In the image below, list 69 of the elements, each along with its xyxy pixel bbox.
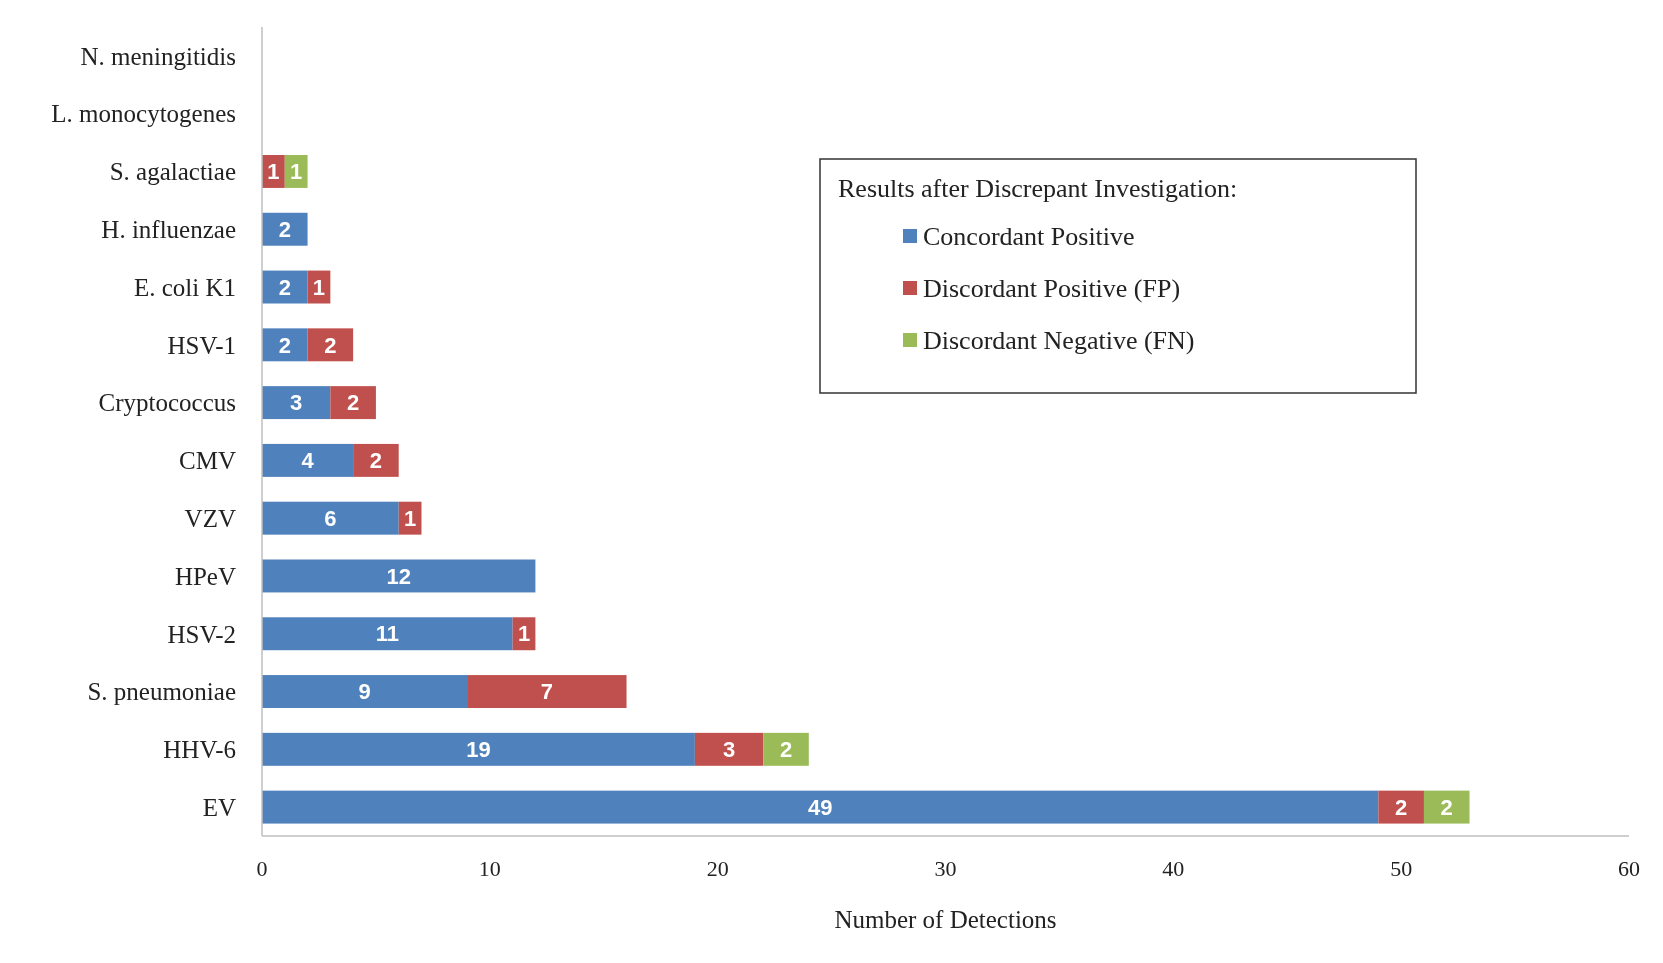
data-label: 4	[301, 448, 315, 474]
y-tick-label: L. monocytogenes	[51, 100, 236, 128]
data-label: 12	[386, 563, 411, 589]
bar	[467, 675, 627, 708]
x-tick-label: 30	[934, 856, 957, 881]
bar	[1423, 790, 1470, 824]
data-label: 1	[267, 159, 280, 185]
y-tick-label: HSV-1	[167, 331, 236, 359]
bar	[307, 328, 354, 362]
bar	[262, 790, 1379, 824]
bar	[262, 559, 536, 593]
bar	[1378, 790, 1424, 824]
data-label: 7	[540, 679, 553, 705]
data-label: 6	[324, 505, 337, 531]
data-label: 2	[278, 274, 291, 300]
data-label: 3	[722, 737, 736, 763]
y-tick-label: S. agalactiae	[109, 158, 236, 186]
y-tick-label: VZV	[184, 504, 236, 532]
bar	[262, 386, 331, 420]
bar	[763, 732, 809, 766]
x-axis-title: Number of Detections	[834, 906, 1057, 933]
data-label: 11	[375, 621, 399, 647]
legend-label: Discordant Positive (FP)	[923, 274, 1181, 304]
bar	[262, 501, 399, 535]
data-label: 2	[278, 332, 291, 358]
data-label: 1	[403, 505, 417, 531]
data-label: 1	[290, 159, 303, 185]
data-label: 1	[517, 621, 531, 647]
legend-label: Concordant Positive	[923, 222, 1135, 252]
data-label: 1	[312, 274, 326, 300]
x-tick-label: 10	[478, 856, 501, 881]
data-label: 2	[278, 216, 291, 242]
y-tick-label: CMV	[179, 447, 236, 475]
x-tick-label: 20	[706, 856, 729, 881]
bar	[262, 270, 308, 304]
x-tick-label: 0	[256, 856, 268, 881]
bar	[262, 732, 695, 766]
y-tick-label: HHV-6	[163, 736, 236, 764]
y-tick-label: S. pneumoniae	[87, 678, 236, 706]
y-tick-label: HPeV	[174, 562, 236, 590]
y-tick-label: HSV-2	[167, 620, 236, 648]
data-label: 2	[779, 737, 793, 763]
x-tick-label: 50	[1390, 856, 1413, 881]
y-tick-label: EV	[202, 793, 236, 821]
bar	[262, 617, 513, 651]
legend-title: Results after Discrepant Investigation:	[838, 174, 1238, 203]
data-label: 9	[358, 679, 371, 705]
bar	[353, 443, 399, 477]
data-label: 2	[369, 448, 383, 474]
x-tick-label: 60	[1618, 856, 1640, 881]
data-label: 2	[1440, 794, 1453, 820]
legend-label: Discordant Negative (FN)	[923, 326, 1195, 356]
data-label: 3	[290, 390, 303, 416]
data-label: 2	[1395, 794, 1408, 820]
bar	[694, 732, 764, 766]
data-label: 19	[466, 737, 491, 763]
bar	[262, 212, 308, 246]
data-label: 49	[807, 794, 833, 820]
bar	[262, 328, 308, 362]
y-tick-label: N. meningitidis	[80, 42, 236, 70]
bar	[262, 443, 354, 477]
bar	[262, 675, 468, 708]
data-label: 2	[347, 390, 360, 416]
x-tick-label: 40	[1162, 856, 1185, 881]
bar	[330, 386, 376, 420]
y-tick-label: H. influenzae	[101, 216, 236, 243]
y-tick-label: Cryptococcus	[98, 389, 236, 417]
y-tick-label: E. coli K1	[133, 273, 236, 301]
data-label: 2	[324, 332, 337, 358]
